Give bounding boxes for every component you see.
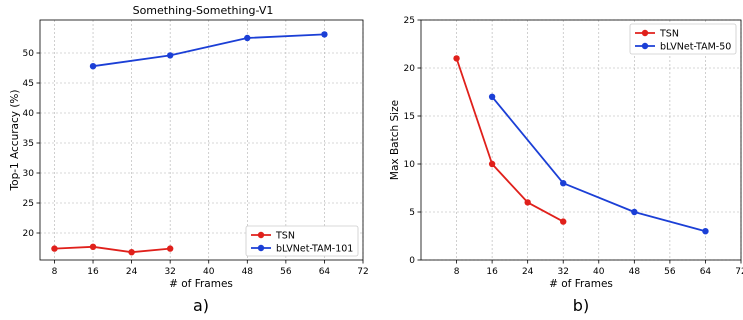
chart-a-legend-label-tsn: TSN <box>275 231 295 242</box>
chart-a-y-ticks: 20 25 30 35 40 45 50 <box>23 49 40 239</box>
y-tick-label: 25 <box>404 16 415 26</box>
chart-a-x-axis-label: # of Frames <box>169 278 233 290</box>
series-line-1 <box>92 33 325 68</box>
chart-a-plot-frame <box>39 19 364 261</box>
y-tick-label: 35 <box>23 139 34 149</box>
y-tick-label: 15 <box>404 112 415 122</box>
y-tick-label: 30 <box>23 169 35 179</box>
chart-b-legend-box <box>629 23 737 55</box>
chart-b-grid <box>421 19 742 261</box>
series-1-point <box>244 34 251 42</box>
x-tick-label: 72 <box>357 267 368 277</box>
y-tick-label: 0 <box>409 256 415 266</box>
x-tick-label: 48 <box>242 267 254 277</box>
series-line-1 <box>491 96 706 233</box>
series-0-point <box>560 218 567 225</box>
series-1-point <box>702 228 709 235</box>
series-line-0 <box>455 58 564 223</box>
chart-a-legend-box <box>245 225 359 257</box>
chart-a-x-ticks: 8 16 24 32 40 48 56 64 72 <box>52 260 369 277</box>
chart-b-y-ticks: 0 5 10 15 20 25 <box>404 16 421 266</box>
chart-a-legend: TSN bLVNet-TAM-101 <box>245 225 359 257</box>
x-tick-label: 64 <box>319 267 331 277</box>
x-tick-label: 24 <box>522 267 534 277</box>
x-tick-label: 48 <box>629 267 641 277</box>
x-tick-label: 32 <box>164 267 175 277</box>
x-tick-label: 24 <box>126 267 138 277</box>
chart-b-x-ticks: 8 16 24 32 40 48 56 64 72 <box>454 260 743 277</box>
chart-a-legend-marker-blvnet <box>257 244 265 252</box>
chart-b-series <box>453 55 709 235</box>
chart-a-legend-label-blvnet: bLVNet-TAM-101 <box>276 244 353 255</box>
series-0-point <box>524 199 531 206</box>
series-0-point <box>128 249 135 256</box>
y-tick-label: 5 <box>409 208 415 218</box>
x-tick-label: 56 <box>664 267 676 277</box>
chart-b-legend: TSN bLVNet-TAM-50 <box>629 23 737 55</box>
chart-a: Something-Something-V1 8 16 24 32 40 48 56 64 72… <box>9 4 369 315</box>
x-tick-label: 40 <box>203 267 215 277</box>
chart-a-title: Something-Something-V1 <box>133 4 274 17</box>
x-tick-label: 40 <box>593 267 605 277</box>
series-1-point <box>89 62 97 70</box>
y-tick-label: 25 <box>23 199 34 209</box>
y-tick-label: 20 <box>404 64 416 74</box>
chart-b-legend-label-tsn: TSN <box>659 29 679 40</box>
x-tick-label: 64 <box>700 267 712 277</box>
chart-b-plot-frame <box>420 19 742 261</box>
chart-b-y-axis-label: Max Batch Size <box>389 100 401 180</box>
series-0-point <box>166 245 174 252</box>
y-tick-label: 45 <box>23 79 34 89</box>
series-1-point <box>321 31 328 38</box>
y-tick-label: 10 <box>404 160 416 170</box>
x-tick-label: 32 <box>557 267 568 277</box>
chart-b-legend-marker-blvnet <box>641 42 649 50</box>
series-1-point <box>488 93 496 101</box>
x-tick-label: 56 <box>280 267 292 277</box>
x-tick-label: 72 <box>735 267 743 277</box>
series-0-point <box>488 160 496 168</box>
x-tick-label: 8 <box>52 267 58 277</box>
chart-a-y-axis-label: Top-1 Accuracy (%) <box>9 90 21 192</box>
y-tick-label: 40 <box>23 109 35 119</box>
x-tick-label: 16 <box>486 267 498 277</box>
chart-b-legend-label-blvnet: bLVNet-TAM-50 <box>660 42 731 53</box>
chart-a-subplot-label: a) <box>193 296 209 315</box>
chart-a-grid <box>40 20 364 260</box>
series-1-point <box>166 52 174 59</box>
series-0-point <box>51 245 58 252</box>
x-tick-label: 16 <box>87 267 99 277</box>
series-1-point <box>560 180 567 187</box>
chart-a-series <box>51 31 328 256</box>
chart-a-legend-marker-tsn <box>257 231 265 239</box>
series-line-0 <box>54 245 171 254</box>
chart-b: 8 16 24 32 40 48 56 64 72 0 5 10 15 20 25 # of Frames… <box>389 16 743 315</box>
chart-b-legend-marker-tsn <box>641 29 649 37</box>
chart-b-x-axis-label: # of Frames <box>549 278 613 290</box>
y-tick-label: 20 <box>23 229 35 239</box>
chart-b-subplot-label: b) <box>573 296 589 315</box>
x-tick-label: 8 <box>454 267 460 277</box>
series-0-point <box>453 55 460 62</box>
y-tick-label: 50 <box>23 49 35 59</box>
series-0-point <box>89 243 97 250</box>
series-1-point <box>631 208 638 216</box>
